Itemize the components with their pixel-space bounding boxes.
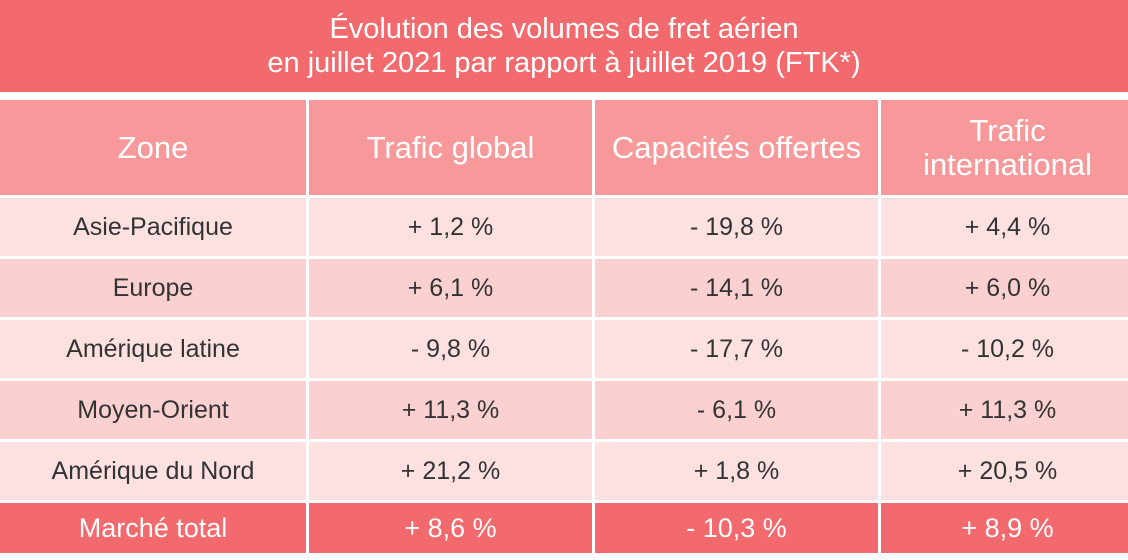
cell-trafic-international: + 6,0 % [881, 259, 1128, 317]
header-trafic-international-line-2: international [923, 146, 1092, 182]
header-capacites-offertes: Capacités offertes [595, 100, 878, 195]
table-row: Amérique du Nord + 21,2 % + 1,8 % + 20,5… [0, 442, 1128, 500]
table-row: Asie-Pacifique + 1,2 % - 19,8 % + 4,4 % [0, 198, 1128, 256]
cell-capacites-offertes: - 19,8 % [595, 198, 878, 256]
cell-trafic-international: + 8,9 % [881, 503, 1128, 553]
cell-trafic-global: + 11,3 % [309, 381, 592, 439]
cell-trafic-global: + 8,6 % [309, 503, 592, 553]
cell-capacites-offertes: - 10,3 % [595, 503, 878, 553]
cell-trafic-international: - 10,2 % [881, 320, 1128, 378]
cell-trafic-global: + 1,2 % [309, 198, 592, 256]
cell-trafic-international: + 11,3 % [881, 381, 1128, 439]
header-trafic-global: Trafic global [309, 100, 592, 195]
cell-zone: Marché total [0, 503, 306, 553]
table-row: Europe + 6,1 % - 14,1 % + 6,0 % [0, 259, 1128, 317]
cell-zone: Asie-Pacifique [0, 198, 306, 256]
header-trafic-international: Trafic international [881, 100, 1128, 195]
header-row: Zone Trafic global Capacités offertes Tr… [0, 100, 1128, 195]
cell-zone: Amérique latine [0, 320, 306, 378]
table-row: Amérique latine - 9,8 % - 17,7 % - 10,2 … [0, 320, 1128, 378]
cell-zone: Moyen-Orient [0, 381, 306, 439]
table-title-line-1: Évolution des volumes de fret aérien [329, 13, 799, 45]
freight-volume-table: Zone Trafic global Capacités offertes Tr… [0, 97, 1128, 556]
cell-trafic-international: + 4,4 % [881, 198, 1128, 256]
table-row: Moyen-Orient + 11,3 % - 6,1 % + 11,3 % [0, 381, 1128, 439]
cell-zone: Amérique du Nord [0, 442, 306, 500]
cell-trafic-global: + 21,2 % [309, 442, 592, 500]
cell-zone: Europe [0, 259, 306, 317]
header-trafic-international-line-1: Trafic [969, 112, 1046, 148]
table-title-line-2: en juillet 2021 par rapport à juillet 20… [267, 47, 861, 79]
cell-capacites-offertes: + 1,8 % [595, 442, 878, 500]
total-row: Marché total + 8,6 % - 10,3 % + 8,9 % [0, 503, 1128, 553]
table-title: Évolution des volumes de fret aérien en … [0, 0, 1128, 92]
cell-trafic-international: + 20,5 % [881, 442, 1128, 500]
cell-capacites-offertes: - 6,1 % [595, 381, 878, 439]
cell-capacites-offertes: - 14,1 % [595, 259, 878, 317]
cell-capacites-offertes: - 17,7 % [595, 320, 878, 378]
cell-trafic-global: + 6,1 % [309, 259, 592, 317]
cell-trafic-global: - 9,8 % [309, 320, 592, 378]
header-zone: Zone [0, 100, 306, 195]
